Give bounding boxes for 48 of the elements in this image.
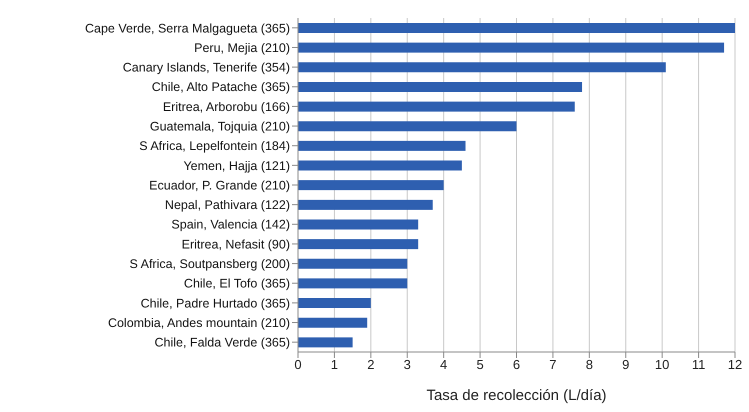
y-tick-label: Colombia, Andes mountain (210) <box>108 316 290 330</box>
bar <box>298 160 462 171</box>
y-tick-label: Cape Verde, Serra Malgagueta (365) <box>85 21 290 36</box>
bar <box>298 219 418 230</box>
bar <box>298 82 582 92</box>
y-tick-label: Ecuador, P. Grande (210) <box>149 178 290 192</box>
bar <box>298 62 666 72</box>
bar <box>298 239 418 250</box>
x-tick-label: 6 <box>512 357 520 372</box>
x-tick-label: 7 <box>549 357 557 372</box>
x-tick-label: 5 <box>476 357 484 372</box>
bar <box>298 180 444 190</box>
bar <box>298 278 408 288</box>
y-tick-label: Spain, Valencia (142) <box>171 218 290 232</box>
x-tick-label: 4 <box>440 357 448 372</box>
y-tick-label: Chile, El Tofo (365) <box>184 276 290 291</box>
y-tick-label: Chile, Alto Patache (365) <box>152 80 290 94</box>
y-tick-label: S Africa, Soutpansberg (200) <box>129 257 290 272</box>
x-tick-label: 11 <box>692 357 706 372</box>
y-tick-label: Eritrea, Arborobu (166) <box>162 100 290 114</box>
bar <box>298 318 368 328</box>
bar <box>298 42 724 53</box>
x-tick-label: 8 <box>586 357 593 372</box>
y-tick-label: Canary Islands, Tenerife (354) <box>122 60 290 75</box>
bar <box>298 102 575 112</box>
x-tick-label: 2 <box>367 357 374 372</box>
bar <box>298 200 433 210</box>
y-tick-label: Chile, Falda Verde (365) <box>154 336 290 350</box>
y-tick-label: Guatemala, Tojquia (210) <box>150 119 290 134</box>
y-tick-label: Peru, Mejia (210) <box>194 40 290 55</box>
y-tick-label: Nepal, Pathivara (122) <box>164 198 290 212</box>
bar <box>298 121 516 132</box>
y-tick-label: Eritrea, Nefasit (90) <box>182 237 290 252</box>
x-tick-label: 1 <box>330 357 338 372</box>
bar <box>298 298 371 308</box>
y-tick-label: Chile, Padre Hurtado (365) <box>140 296 290 310</box>
bar <box>298 23 735 33</box>
y-tick-label: Yemen, Hajja (121) <box>183 158 290 173</box>
x-tick-label: 10 <box>654 357 670 372</box>
y-tick-label: S Africa, Lepelfontein (184) <box>139 139 290 154</box>
x-tick-label: 9 <box>622 357 630 372</box>
x-tick-label: 12 <box>728 357 742 372</box>
bar <box>298 140 466 151</box>
x-tick-label: 0 <box>294 357 302 372</box>
bar <box>298 258 408 269</box>
x-tick-label: 3 <box>404 357 411 372</box>
x-axis-title: Tasa de recolección (L/día) <box>426 387 607 404</box>
bar <box>298 337 353 348</box>
